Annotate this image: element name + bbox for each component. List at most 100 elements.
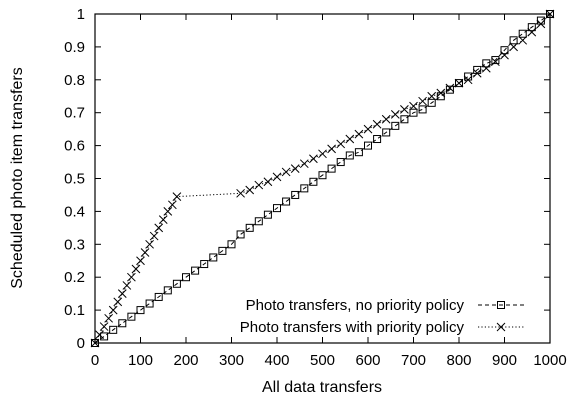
series-2-cross-marker [117, 289, 127, 299]
series-2-cross-marker [154, 223, 164, 233]
series-1-square-marker [191, 266, 200, 275]
series-2-cross-marker [354, 129, 364, 139]
series-2-cross-marker [436, 88, 446, 98]
series-1-square-marker [254, 217, 263, 226]
series-2-cross-marker [536, 19, 546, 29]
y-tick-label: 0.8 [64, 72, 85, 89]
series-1-square-marker [418, 105, 427, 114]
x-tick-label: 800 [446, 352, 471, 369]
series-2-cross-marker [400, 105, 409, 114]
series-1-square-marker [300, 184, 309, 193]
series-1-square-marker [318, 171, 327, 180]
series-1-square-marker [400, 115, 409, 124]
series-2-cross-marker [236, 188, 245, 198]
series-2-cross-marker [363, 124, 373, 134]
series-1-square-marker [336, 158, 345, 167]
series-1-square-marker [291, 190, 300, 199]
series-2-cross-marker [263, 177, 273, 187]
y-tick-label: 0.4 [64, 203, 85, 220]
legend-cross-marker [496, 322, 506, 332]
x-tick-label: 700 [401, 352, 426, 369]
series-1 [91, 10, 554, 347]
series-2-cross-marker [454, 78, 464, 88]
x-axis-label: All data transfers [262, 379, 382, 396]
series-2-cross-marker [136, 256, 145, 266]
series-2-cross-marker [145, 239, 154, 249]
series-2-line [94, 13, 551, 344]
x-tick-label: 100 [128, 352, 153, 369]
series-2-cross-marker [140, 248, 150, 257]
series-2-cross-marker [104, 313, 114, 323]
series-1-square-marker [236, 230, 245, 239]
x-tick-label: 1000 [533, 352, 566, 369]
series-2-cross-marker [290, 164, 300, 173]
series-2-cross-marker [127, 272, 136, 282]
series-1-square-marker [464, 72, 473, 81]
series-2-cross-marker [95, 330, 104, 340]
y-tick-label: 0.1 [64, 302, 85, 319]
series-2-cross-marker [108, 305, 118, 315]
x-tick-label: 300 [219, 352, 244, 369]
series-1-square-marker [263, 210, 272, 219]
series-1-square-marker [227, 240, 236, 249]
series-1-square-marker [273, 204, 281, 213]
series-1-square-marker [345, 151, 354, 160]
series-1-square-marker [455, 79, 463, 88]
x-tick-label: 400 [264, 352, 289, 369]
series-2-cross-marker [113, 297, 123, 307]
series-2-cross-marker [427, 91, 437, 101]
series-1-square-marker [127, 312, 136, 321]
legend-item: Photo transfers, no priority policy [246, 297, 525, 314]
series-2-cross-marker [131, 264, 141, 274]
x-tick-label: 500 [310, 352, 335, 369]
series-2-cross-marker [491, 57, 500, 67]
series-1-square-marker [500, 46, 509, 55]
series-2-cross-marker [418, 96, 427, 106]
x-tick-label: 600 [355, 352, 380, 369]
series-2-cross-marker [299, 159, 309, 169]
series-1-square-marker [136, 306, 145, 315]
series-2-cross-marker [445, 83, 455, 93]
legend-label: Photo transfers with priority policy [240, 319, 465, 336]
series-1-square-marker [309, 177, 318, 186]
y-tick-label: 0.9 [64, 39, 85, 56]
series-2-cross-marker [122, 281, 132, 290]
series-1-square-marker [518, 29, 527, 38]
y-tick-label: 0 [77, 335, 85, 352]
series-2-cross-marker [345, 134, 355, 144]
y-tick-label: 0.5 [64, 171, 85, 188]
y-tick-label: 1 [77, 6, 85, 23]
series-1-square-marker [364, 141, 372, 150]
y-axis-ticks: 0 0.1 0.2 0.3 0.4 0.5 0.6 0.7 0.8 0.9 1 [64, 6, 550, 352]
series-layer [90, 9, 555, 348]
y-tick-label: 0.2 [64, 269, 85, 286]
series-2-cross-marker [327, 144, 336, 154]
series-1-square-marker [145, 299, 154, 308]
series-2-cross-marker [167, 200, 177, 210]
series-2-cross-marker [245, 185, 255, 195]
series-2-cross-marker [481, 63, 491, 73]
series-1-square-marker [163, 286, 172, 295]
series-2-cross-marker [254, 180, 264, 190]
series-1-square-marker [391, 121, 400, 130]
series-2-cross-marker [372, 119, 382, 129]
series-1-square-marker [118, 319, 127, 328]
series-1-square-marker [218, 246, 227, 255]
y-tick-label: 0.7 [64, 105, 85, 122]
y-axis-label: Scheduled photo item transfers [9, 67, 26, 288]
series-2-cross-marker [409, 101, 418, 111]
series-2-cross-marker [509, 42, 518, 52]
series-1-square-marker [109, 325, 118, 334]
series-2-cross-marker [463, 75, 473, 85]
series-2-cross-marker [163, 207, 173, 216]
series-1-square-marker [172, 279, 181, 288]
legend-square-marker [497, 301, 505, 309]
series-1-square-marker [382, 128, 391, 137]
series-1-square-marker [509, 36, 518, 45]
series-2-cross-marker [149, 231, 159, 241]
series-1-square-marker [182, 273, 190, 282]
series-2-cross-marker [527, 27, 537, 37]
series-1-square-marker [327, 164, 336, 173]
series-2-cross-marker [318, 149, 327, 159]
